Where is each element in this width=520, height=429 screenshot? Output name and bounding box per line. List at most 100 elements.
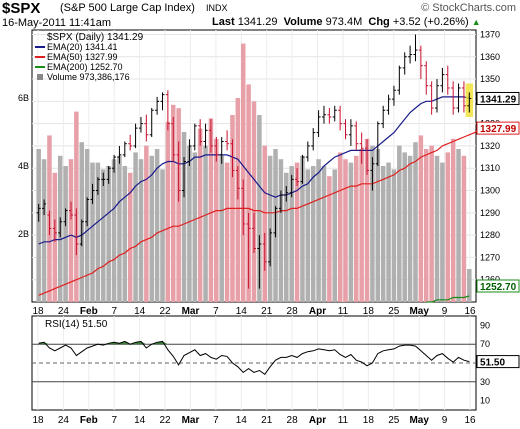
volume-bar bbox=[278, 159, 284, 302]
ohlc-bar bbox=[36, 203, 41, 222]
ohlc-bar bbox=[122, 141, 127, 158]
volume-bar bbox=[101, 169, 106, 302]
x-tick-label: 9 bbox=[442, 306, 448, 317]
ohlc-bar bbox=[95, 177, 100, 195]
date-time-label: 16-May-2011 11:41am bbox=[2, 17, 112, 29]
ohlc-bar bbox=[348, 119, 353, 146]
volume-bar bbox=[316, 159, 321, 302]
volume-bar bbox=[375, 149, 381, 302]
symbol-label: $SPX bbox=[2, 0, 41, 17]
ohlc-bar bbox=[246, 212, 251, 289]
price-tick-label: 1310 bbox=[480, 163, 500, 173]
ohlc-bar bbox=[305, 141, 310, 162]
volume-tick-label: 2B bbox=[18, 229, 29, 239]
ohlc-bar bbox=[273, 206, 278, 238]
volume-bar bbox=[300, 155, 305, 302]
volume-bar bbox=[337, 152, 343, 302]
volume-bar bbox=[106, 166, 111, 302]
ohlc-bar bbox=[381, 105, 386, 129]
volume-bar bbox=[461, 155, 467, 302]
x-tick-label: 21 bbox=[261, 306, 273, 317]
volume-bar bbox=[386, 162, 391, 302]
ohlc-bar bbox=[370, 157, 375, 191]
legend-ema20: EMA(20) 1341.41 bbox=[47, 42, 118, 52]
ohlc-bar bbox=[467, 92, 472, 113]
legend-ema50: EMA(50) 1327.99 bbox=[47, 52, 118, 62]
volume-bar bbox=[154, 149, 160, 302]
ohlc-bar bbox=[235, 166, 240, 200]
ohlc-bar bbox=[133, 123, 138, 149]
volume-bar bbox=[165, 121, 171, 302]
volume-bar bbox=[122, 166, 128, 302]
ohlc-bar bbox=[413, 34, 418, 62]
last-price-tag-text: 1341.29 bbox=[480, 94, 517, 105]
rsi-line bbox=[38, 340, 470, 375]
ohlc-bar bbox=[187, 139, 192, 166]
volume-bar bbox=[402, 152, 407, 302]
ohlc-bar bbox=[435, 79, 440, 113]
volume-bar bbox=[133, 152, 138, 302]
x-tick-label: 25 bbox=[388, 306, 400, 317]
volume-bar bbox=[391, 169, 397, 302]
price-tick-label: 1320 bbox=[480, 141, 500, 151]
ohlc-bar bbox=[208, 119, 213, 153]
x-tick-label: Apr bbox=[309, 306, 326, 317]
ohlc-bar bbox=[327, 108, 332, 124]
x-tick-label: 24 bbox=[58, 415, 70, 426]
x-tick-label: 18 bbox=[32, 306, 44, 317]
ohlc-bar bbox=[203, 123, 208, 149]
ema200-tag-box bbox=[476, 279, 520, 293]
rsi-value-tag-box bbox=[476, 355, 520, 369]
ohlc-bar bbox=[424, 61, 429, 95]
x-tick-label: 14 bbox=[134, 306, 146, 317]
ohlc-bar bbox=[42, 199, 47, 216]
x-tick-label: 7 bbox=[213, 306, 219, 317]
ohlc-bar bbox=[402, 52, 407, 75]
ohlc-bar bbox=[198, 119, 203, 146]
ohlc-bar bbox=[74, 208, 79, 256]
rsi-legend: RSI(14) 51.50 bbox=[45, 319, 108, 330]
volume-bar bbox=[445, 152, 451, 302]
brand-watermark: © StockCharts.com bbox=[421, 2, 516, 14]
volume-bar bbox=[289, 166, 294, 302]
volume-bar bbox=[144, 145, 149, 302]
price-tick-label: 1290 bbox=[480, 208, 500, 218]
ohlc-bar bbox=[225, 130, 230, 151]
volume-bar bbox=[170, 104, 176, 302]
volume-bar bbox=[117, 155, 122, 302]
volume-bar bbox=[219, 155, 224, 302]
legend-volume-swatch bbox=[37, 74, 43, 80]
ohlc-bar bbox=[252, 212, 256, 253]
x-tick-label: 28 bbox=[287, 306, 299, 317]
volume-bar bbox=[359, 149, 364, 302]
x-tick-label: 14 bbox=[236, 306, 248, 317]
volume-bar bbox=[262, 145, 268, 302]
last-price-tag: 1341.29 bbox=[476, 91, 520, 105]
x-tick-label: 7 bbox=[111, 415, 117, 426]
volume-bar bbox=[90, 162, 95, 302]
volume-bar bbox=[197, 128, 203, 302]
ema50-line bbox=[38, 127, 481, 296]
ohlc-bar bbox=[117, 145, 122, 164]
x-tick-label: 14 bbox=[236, 415, 248, 426]
volume-bar bbox=[332, 169, 338, 302]
volume-bar bbox=[192, 152, 198, 302]
price-tick-label: 1270 bbox=[480, 252, 500, 262]
x-tick-label: 16 bbox=[464, 306, 476, 317]
volume-bar bbox=[187, 145, 192, 302]
ohlc-bar bbox=[386, 94, 391, 115]
chg-label: Chg bbox=[368, 16, 390, 28]
ohlc-bar bbox=[316, 110, 321, 138]
volume-bar bbox=[284, 172, 289, 302]
ohlc-bar bbox=[338, 105, 343, 131]
ohlc-bar bbox=[165, 90, 170, 131]
x-tick-label: 11 bbox=[338, 306, 349, 317]
volume-bar bbox=[203, 145, 208, 302]
symbol-description: (S&P 500 Large Cap Index) bbox=[60, 2, 195, 14]
volume-label: Volume bbox=[283, 16, 323, 28]
volume-bar bbox=[41, 159, 47, 302]
ohlc-bar bbox=[397, 65, 402, 95]
ohlc-bar bbox=[85, 197, 90, 227]
ema200-tag-text: 1252.70 bbox=[480, 282, 517, 293]
